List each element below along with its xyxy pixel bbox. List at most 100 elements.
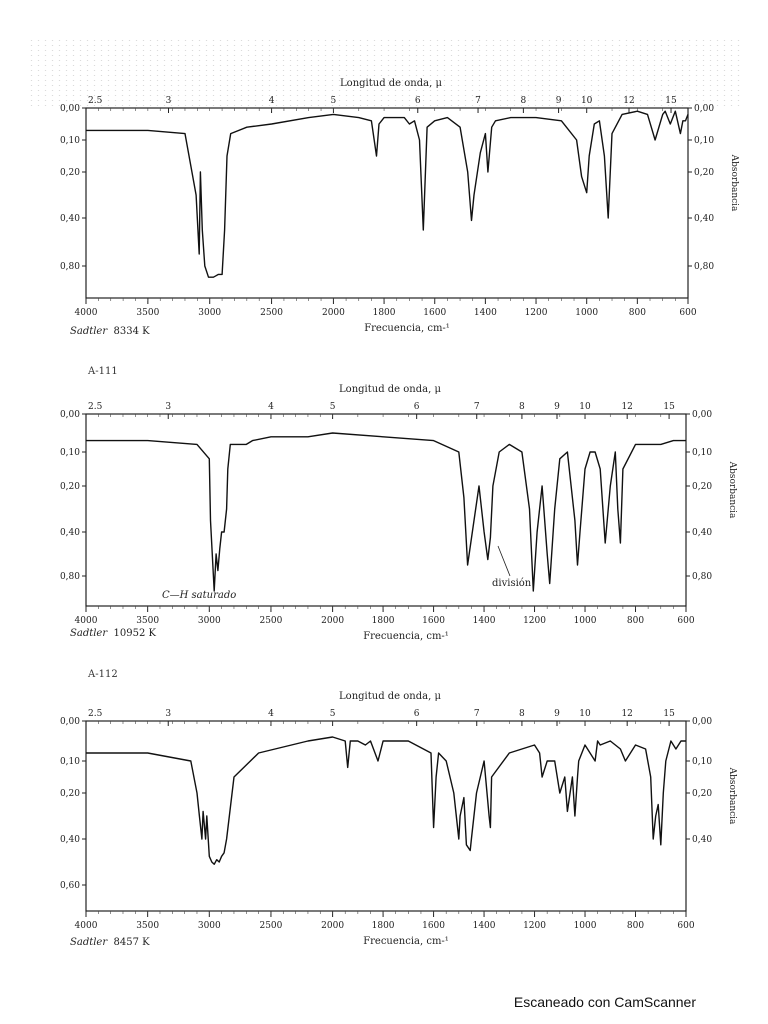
- bottom-tick-label: 600: [679, 308, 696, 318]
- bottom-tick-label: 1600: [422, 616, 445, 626]
- top-tick-label: 3: [165, 402, 171, 412]
- right-tick-label: 0,00: [692, 717, 712, 727]
- right-tick-label: 0,10: [692, 448, 712, 458]
- ir-spectrum-3-svg: Longitud de onda, μ 2.5 3 4 5 6 7 8 9 10 12 15 4000 3…: [60, 691, 737, 947]
- bottom-tick-label: 1400: [473, 616, 496, 626]
- left-tick-label: 0,40: [60, 835, 80, 845]
- bottom-tick-label: 3500: [136, 921, 159, 931]
- left-tick-label: 0,20: [60, 482, 80, 492]
- top-tick-label: 6: [414, 709, 420, 719]
- left-tick-label: 0,20: [60, 789, 80, 799]
- right-tick-label: 0,20: [694, 168, 714, 178]
- bottom-tick-label: 3500: [136, 616, 159, 626]
- right-axis-label: Absorbancia: [729, 154, 739, 212]
- right-tick-label: 0,20: [692, 789, 712, 799]
- top-tick-label: 5: [330, 402, 336, 412]
- footer-watermark: Escaneado con CamScanner: [513, 994, 696, 1010]
- bottom-tick-label: 1200: [523, 921, 546, 931]
- ir-spectrum-2-svg: Longitud de onda, μ 2.5 3 4 5 6 7 8 9 10 12 15 4000 3…: [60, 384, 737, 642]
- left-tick-label: 0,20: [60, 168, 80, 178]
- bottom-tick-label: 1400: [474, 308, 497, 318]
- top-tick-label: 6: [415, 96, 421, 106]
- top-axis-label: Longitud de onda, μ: [339, 691, 441, 702]
- right-tick-label: 0,80: [692, 572, 712, 582]
- ir-spectrum-2: Longitud de onda, μ 2.5 3 4 5 6 7 8 9 10 12 15 4000 3…: [0, 380, 768, 650]
- left-tick-label: 0,00: [60, 717, 80, 727]
- ir-spectrum-1-svg: Longitud de onda, μ 2.5 3 4 5 6 7 8 9 10 12 15 4000 3…: [60, 78, 739, 334]
- top-tick-label: 2.5: [88, 709, 103, 719]
- bottom-tick-label: 1000: [574, 616, 597, 626]
- bottom-tick-label: 1800: [372, 616, 395, 626]
- bottom-tick-label: 4000: [75, 616, 98, 626]
- top-tick-label: 7: [475, 96, 481, 106]
- top-tick-label: 6: [414, 402, 420, 412]
- top-tick-label: 5: [331, 96, 337, 106]
- plot-frame: [85, 413, 687, 607]
- bottom-tick-label: 600: [677, 616, 694, 626]
- top-tick-label: 9: [554, 709, 560, 719]
- bottom-tick-label: 1200: [523, 616, 546, 626]
- bottom-tick-label: 2000: [321, 921, 344, 931]
- sadtler-label-1: Sadtler 8334 K: [70, 326, 150, 337]
- top-tick-label: 9: [554, 402, 560, 412]
- bottom-tick-label: 2000: [322, 308, 345, 318]
- top-tick-label: 9: [556, 96, 562, 106]
- left-tick-label: 0,00: [60, 410, 80, 420]
- top-tick-label: 3: [165, 709, 171, 719]
- right-tick-label: 0,40: [694, 214, 714, 224]
- bottom-tick-label: 4000: [75, 921, 98, 931]
- annotation-division: división: [492, 578, 532, 589]
- top-tick-label: 3: [166, 96, 172, 106]
- bottom-tick-label: 1200: [525, 308, 548, 318]
- annotation-arrow: [497, 545, 511, 577]
- top-tick-label: 8: [519, 402, 525, 412]
- top-tick-label: 10: [579, 402, 591, 412]
- top-tick-label: 2.5: [88, 96, 103, 106]
- top-axis-label: Longitud de onda, μ: [339, 384, 441, 395]
- scan-noise: [28, 38, 740, 108]
- right-tick-label: 0,40: [692, 835, 712, 845]
- left-tick-label: 0,00: [60, 104, 80, 114]
- top-tick-label: 4: [268, 402, 274, 412]
- spectrum-line: [86, 736, 686, 865]
- right-tick-label: 0,40: [692, 528, 712, 538]
- bottom-tick-label: 2000: [321, 616, 344, 626]
- x-axis-label: Frecuencia, cm-¹: [363, 936, 449, 947]
- left-tick-label: 0,60: [60, 881, 80, 891]
- bottom-tick-label: 800: [627, 921, 644, 931]
- top-tick-label: 2.5: [88, 402, 103, 412]
- x-axis-label: Frecuencia, cm-¹: [363, 631, 449, 642]
- spectrum-code-3: A-112: [88, 669, 118, 680]
- left-tick-label: 0,40: [60, 528, 80, 538]
- top-tick-label: 15: [663, 402, 675, 412]
- annotation-ch-saturado: C—H saturado: [162, 590, 236, 601]
- bottom-tick-label: 3500: [136, 308, 159, 318]
- right-tick-label: 0,10: [694, 136, 714, 146]
- top-tick-label: 15: [663, 709, 675, 719]
- top-tick-label: 8: [521, 96, 527, 106]
- ir-spectrum-3: Longitud de onda, μ 2.5 3 4 5 6 7 8 9 10 12 15 4000 3…: [0, 683, 768, 963]
- bottom-tick-label: 1600: [423, 308, 446, 318]
- right-tick-label: 0,10: [692, 757, 712, 767]
- bottom-tick-label: 2500: [260, 308, 283, 318]
- top-tick-label: 7: [474, 402, 480, 412]
- top-axis-label: Longitud de onda, μ: [340, 78, 442, 89]
- left-tick-label: 0,80: [60, 262, 80, 272]
- bottom-tick-label: 1800: [372, 921, 395, 931]
- top-tick-label: 4: [268, 709, 274, 719]
- x-axis-label: Frecuencia, cm-¹: [364, 323, 450, 334]
- right-tick-label: 0,00: [694, 104, 714, 114]
- plot-frame: [85, 720, 687, 912]
- spectrum-line: [86, 432, 686, 592]
- top-tick-label: 10: [581, 96, 593, 106]
- top-tick-label: 7: [474, 709, 480, 719]
- bottom-tick-label: 3000: [198, 921, 221, 931]
- top-tick-label: 10: [579, 709, 591, 719]
- right-tick-label: 0,80: [694, 262, 714, 272]
- left-tick-label: 0,40: [60, 214, 80, 224]
- left-tick-label: 0,10: [60, 757, 80, 767]
- top-tick-label: 12: [623, 96, 634, 106]
- left-tick-label: 0,10: [60, 136, 80, 146]
- bottom-tick-label: 1000: [575, 308, 598, 318]
- bottom-tick-label: 600: [677, 921, 694, 931]
